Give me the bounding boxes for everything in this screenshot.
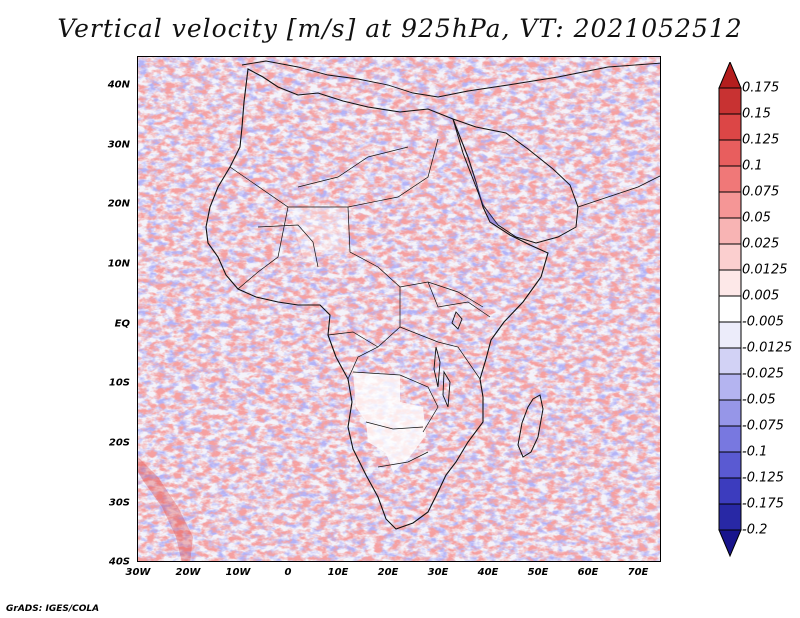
colorbar-label: -0.075 bbox=[742, 418, 784, 434]
vertical-velocity-field bbox=[138, 57, 660, 561]
colorbar-segment bbox=[718, 113, 742, 141]
lon-tick-label: 40E bbox=[477, 567, 499, 578]
lat-tick-label: 20N bbox=[107, 198, 130, 210]
colorbar-segment bbox=[718, 451, 742, 479]
lat-tick-label: 30S bbox=[108, 497, 130, 509]
map-panel bbox=[137, 56, 661, 562]
colorbar-segment bbox=[718, 321, 742, 349]
colorbar-label: 0.05 bbox=[742, 210, 771, 226]
lon-tick-label: 0 bbox=[284, 567, 292, 578]
lon-tick-label: 70E bbox=[627, 567, 649, 578]
colorbar-segment bbox=[718, 165, 742, 193]
lat-tick-label: 20S bbox=[108, 437, 130, 449]
colorbar-label: 0.005 bbox=[742, 288, 780, 304]
map-title: Vertical velocity [m/s] at 925hPa, VT: 2… bbox=[57, 14, 743, 43]
colorbar-label: -0.0125 bbox=[742, 340, 793, 356]
lat-tick-label: 40S bbox=[108, 556, 130, 568]
colorbar-segment bbox=[718, 243, 742, 271]
lon-tick-label: 30W bbox=[125, 567, 151, 578]
lon-tick-label: 20E bbox=[377, 567, 399, 578]
colorbar-segment bbox=[718, 139, 742, 167]
colorbar-label: 0.125 bbox=[742, 132, 780, 148]
colorbar-label: -0.125 bbox=[742, 470, 784, 486]
colorbar-segment bbox=[718, 399, 742, 427]
colorbar-label: -0.1 bbox=[742, 444, 768, 460]
colorbar-label: 0.15 bbox=[742, 106, 771, 122]
lat-tick-label: 30N bbox=[107, 139, 130, 151]
colorbar-label: 0.1 bbox=[742, 158, 763, 174]
colorbar-segment bbox=[718, 191, 742, 219]
lon-tick-label: 50E bbox=[527, 567, 549, 578]
lat-tick-label: 10S bbox=[108, 377, 130, 389]
colorbar-bottom-arrow bbox=[718, 529, 742, 558]
colorbar-label: 0.0125 bbox=[742, 262, 788, 278]
lon-tick-label: 10W bbox=[225, 567, 251, 578]
colorbar-top-arrow bbox=[718, 62, 742, 89]
colorbar-label: -0.175 bbox=[742, 496, 784, 512]
lat-tick-label: 10N bbox=[107, 258, 130, 270]
colorbar-segment bbox=[718, 503, 742, 531]
lon-tick-label: 30E bbox=[427, 567, 449, 578]
colorbar-segment bbox=[718, 477, 742, 505]
lon-tick-label: 60E bbox=[577, 567, 599, 578]
lat-tick-label: EQ bbox=[114, 318, 130, 330]
lat-tick-label: 40N bbox=[107, 79, 130, 91]
colorbar-segment bbox=[718, 87, 742, 115]
lon-tick-label: 20W bbox=[175, 567, 201, 578]
colorbar-label: -0.025 bbox=[742, 366, 784, 382]
colorbar-label: 0.175 bbox=[742, 80, 780, 96]
colorbar-segment bbox=[718, 295, 742, 323]
colorbar-label: 0.075 bbox=[742, 184, 780, 200]
colorbar-label: -0.005 bbox=[742, 314, 784, 330]
colorbar-segment bbox=[718, 425, 742, 453]
colorbar-label: -0.05 bbox=[742, 392, 776, 408]
colorbar-segment bbox=[718, 347, 742, 375]
colorbar-segment bbox=[718, 373, 742, 401]
colorbar-segment bbox=[718, 217, 742, 245]
colorbar-label: -0.2 bbox=[742, 522, 768, 538]
colorbar-segment bbox=[718, 269, 742, 297]
credit-text: GrADS: IGES/COLA bbox=[6, 604, 100, 614]
colorbar bbox=[718, 62, 742, 558]
lon-tick-label: 10E bbox=[327, 567, 349, 578]
colorbar-label: 0.025 bbox=[742, 236, 780, 252]
